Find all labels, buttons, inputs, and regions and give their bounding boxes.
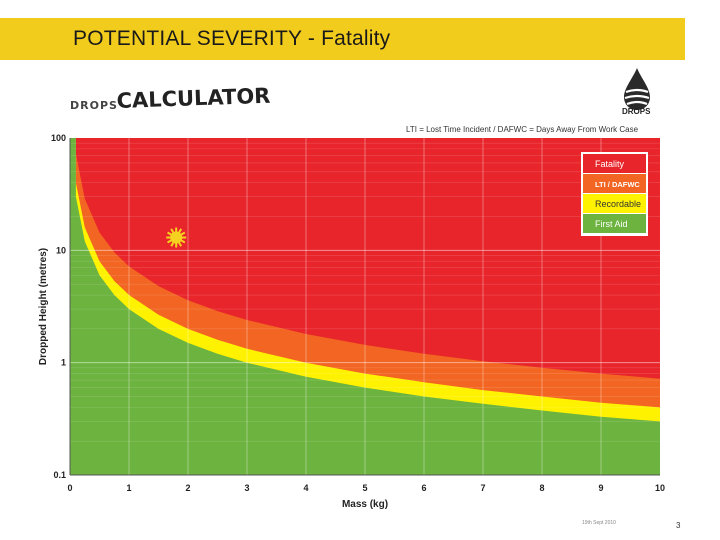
drops-wordmark: DROPS xyxy=(70,99,118,112)
x-tick-label: 3 xyxy=(244,483,249,493)
footer-date: 19th Sept 2010 xyxy=(582,520,616,526)
y-tick-label: 100 xyxy=(51,133,66,143)
zone-first-aid xyxy=(70,138,660,475)
title-bar: POTENTIAL SEVERITY - Fatality xyxy=(0,18,685,60)
legend-swatch xyxy=(583,154,646,173)
legend-swatch xyxy=(583,214,646,233)
legend-swatch xyxy=(583,194,646,213)
y-tick-label: 1 xyxy=(61,358,66,368)
legend-label: LTI / DAFWC xyxy=(595,180,640,189)
brand-wordmark: DROPS xyxy=(622,107,651,116)
x-tick-label: 9 xyxy=(598,483,603,493)
x-tick-label: 4 xyxy=(303,483,308,493)
y-axis-label: Dropped Height (metres) xyxy=(38,248,49,365)
legend-swatch xyxy=(583,174,646,193)
x-tick-label: 5 xyxy=(362,483,367,493)
drops-droplet-logo-icon xyxy=(624,68,650,110)
x-tick-label: 2 xyxy=(185,483,190,493)
x-axis-label: Mass (kg) xyxy=(342,499,388,510)
x-tick-label: 6 xyxy=(421,483,426,493)
highlight-marker-icon xyxy=(166,227,187,248)
severity-zones xyxy=(70,138,660,475)
y-tick-label: 0.1 xyxy=(53,470,66,480)
x-tick-label: 0 xyxy=(67,483,72,493)
chart-legend: Fatality LTI / DAFWC Recordable First Aid xyxy=(581,152,648,236)
legend-label: Fatality xyxy=(595,159,625,169)
chart-gridlines xyxy=(70,138,660,475)
x-tick-label: 7 xyxy=(480,483,485,493)
x-tick-label: 1 xyxy=(126,483,131,493)
chart-markers xyxy=(166,227,187,248)
page-title: POTENTIAL SEVERITY - Fatality xyxy=(73,27,391,50)
x-tick-label: 10 xyxy=(655,483,665,493)
legend-label: Recordable xyxy=(595,199,641,209)
chart-axes: 0 1 2 3 4 5 6 7 8 9 10 100 10 1 0.1 Mass (kg) Dropped He… xyxy=(38,133,665,510)
abbreviation-note: LTI = Lost Time Incident / DAFWC = Days … xyxy=(406,125,639,134)
page-number: 3 xyxy=(676,521,681,530)
legend-label: First Aid xyxy=(595,219,628,229)
highlight-center xyxy=(170,231,183,244)
x-tick-label: 8 xyxy=(539,483,544,493)
y-tick-label: 10 xyxy=(56,245,66,255)
